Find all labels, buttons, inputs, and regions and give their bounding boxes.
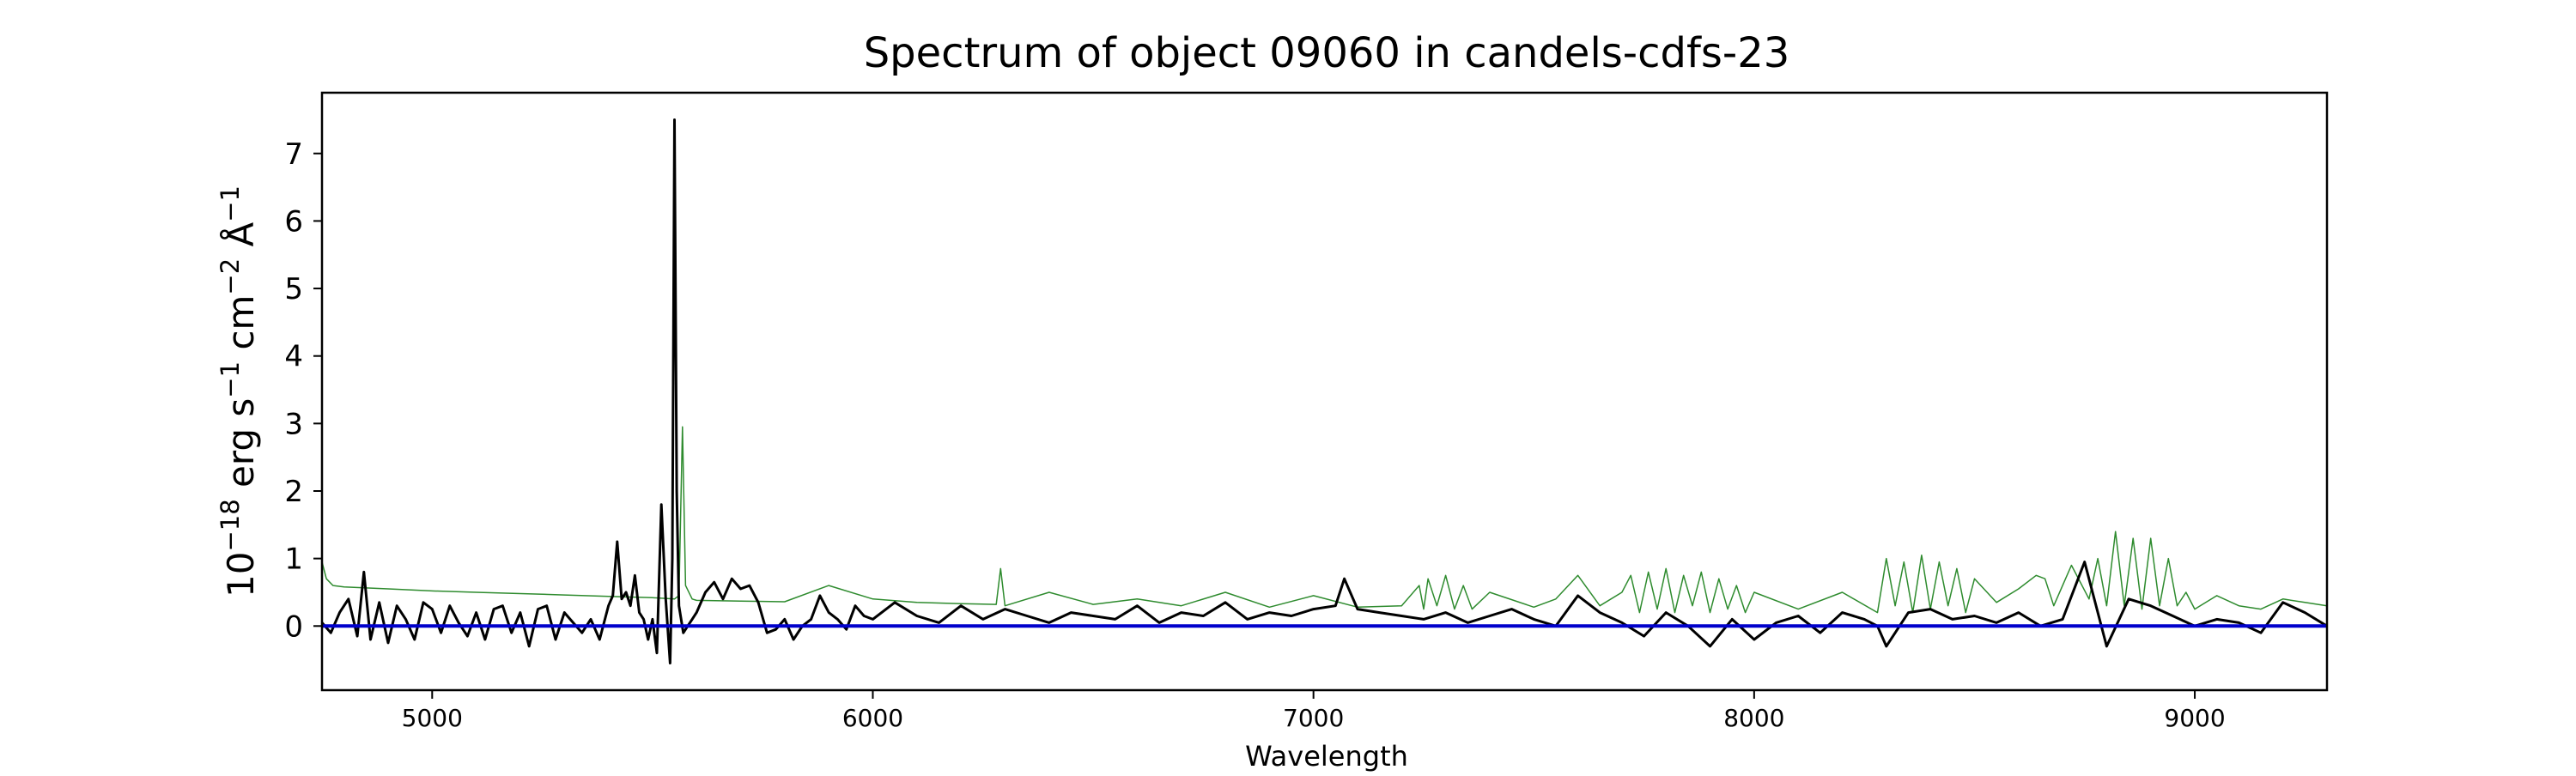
- y-axis-label-exponent-1: −18: [216, 499, 245, 551]
- x-tick-label: 5000: [402, 704, 463, 732]
- y-axis-label-part-3: Å: [219, 222, 262, 258]
- x-tick-label: 8000: [1723, 704, 1784, 732]
- y-axis-label-exponent-4: −1: [216, 185, 245, 222]
- y-tick-label: 0: [284, 609, 303, 644]
- y-tick-label: 2: [284, 475, 303, 509]
- y-axis-label-exponent-3: −2: [216, 258, 245, 295]
- y-tick-label: 6: [284, 204, 303, 239]
- plot-series: [322, 118, 2327, 664]
- y-tick-label: 1: [284, 543, 303, 577]
- x-tick-label: 6000: [842, 704, 903, 732]
- y-tick-label: 7: [284, 137, 303, 172]
- y-tick-label: 3: [284, 407, 303, 441]
- y-axis-label: 10−18 erg s−1 cm−2 Å−1: [216, 185, 262, 597]
- y-axis-ticks: 0 1 2 3 4 5 6 7: [284, 137, 322, 644]
- y-tick-label: 4: [284, 340, 303, 374]
- x-tick-label: 7000: [1283, 704, 1344, 732]
- y-axis-label-part-2: cm: [220, 295, 262, 361]
- series-template-line: [322, 426, 2327, 614]
- y-axis-label-part-1: erg s: [220, 398, 262, 500]
- x-axis-ticks: 5000 6000 7000 8000 9000: [402, 690, 2226, 732]
- y-axis-label-prefix: 10: [220, 552, 262, 597]
- y-tick-label: 5: [284, 272, 303, 306]
- x-axis-label: Wavelength: [1245, 740, 1408, 773]
- x-tick-label: 9000: [2164, 704, 2225, 732]
- y-axis-label-exponent-2: −1: [216, 361, 245, 398]
- chart-title: Spectrum of object 09060 in candels-cdfs…: [864, 29, 1790, 77]
- plot-frame: [320, 91, 2329, 692]
